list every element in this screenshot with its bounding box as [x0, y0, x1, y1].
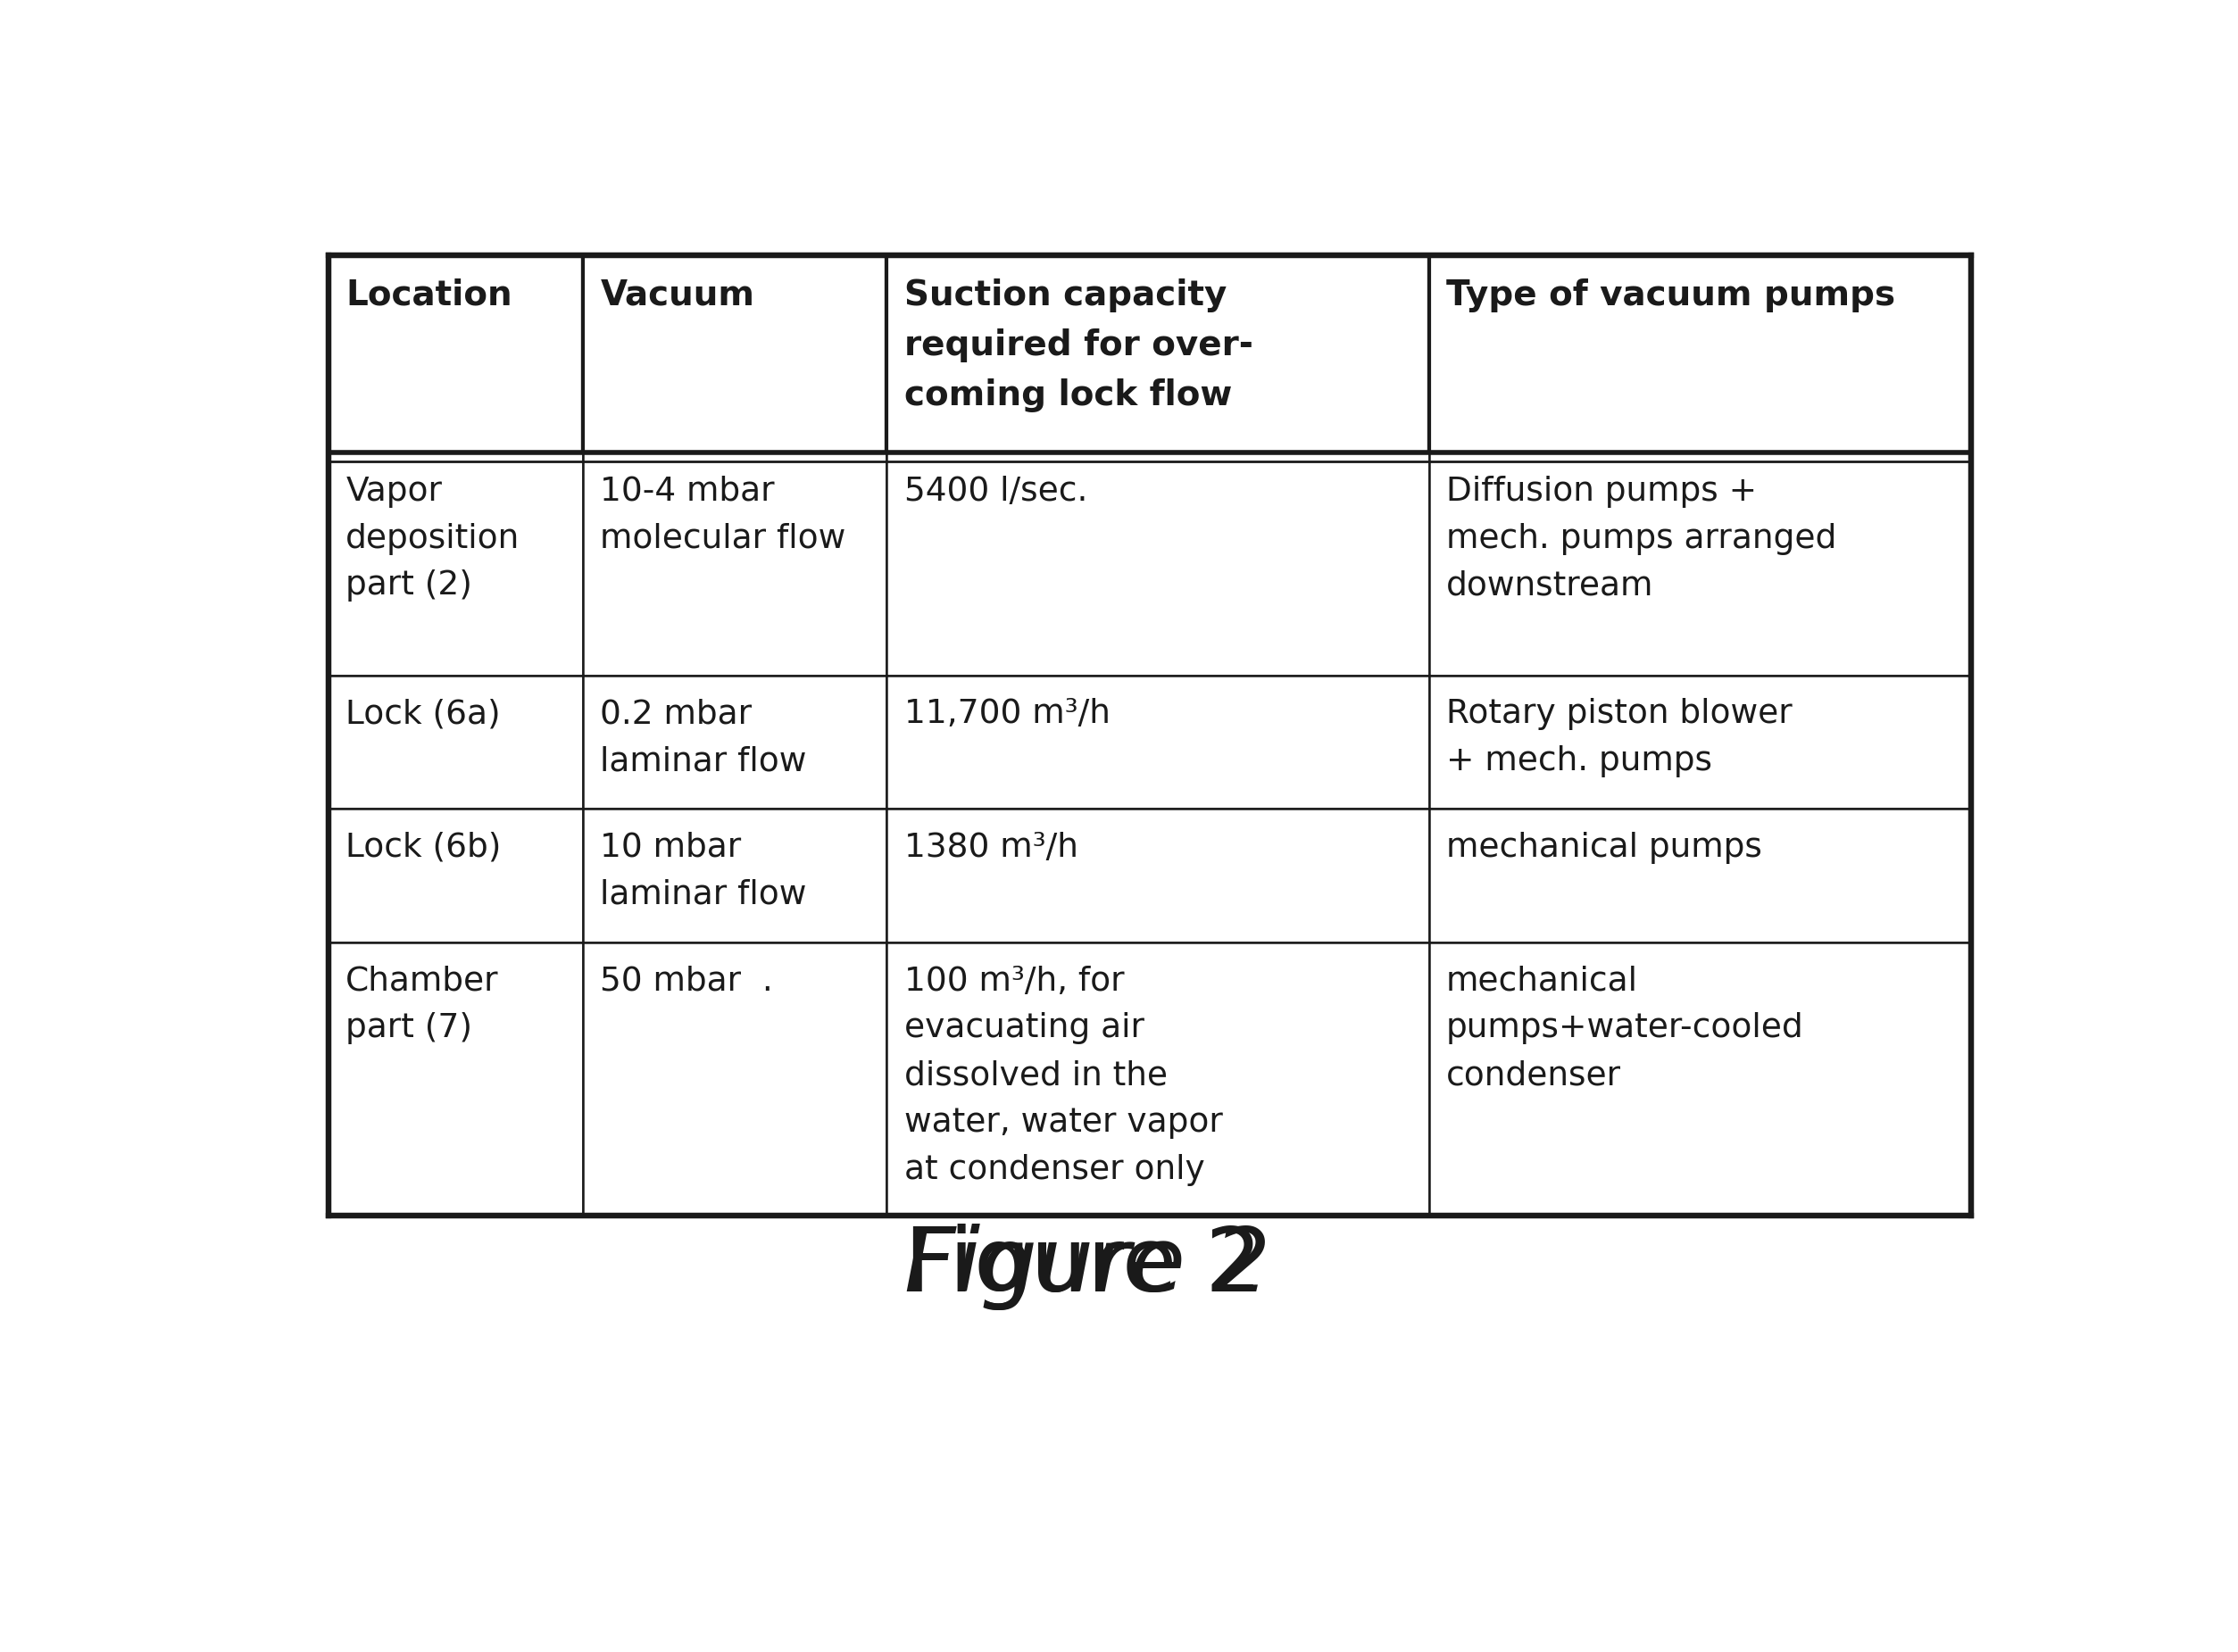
Bar	[1428, 256, 1972, 453]
Text: 10 mbar
laminar flow: 10 mbar laminar flow	[600, 831, 806, 910]
Bar	[886, 256, 1428, 453]
Text: 10-4 mbar
molecular flow: 10-4 mbar molecular flow	[600, 476, 846, 555]
Bar	[582, 809, 886, 942]
Bar	[886, 676, 1428, 809]
Text: mechanical
pumps+water-cooled
condenser: mechanical pumps+water-cooled condenser	[1446, 965, 1804, 1092]
Bar	[329, 453, 582, 676]
Bar	[582, 453, 886, 676]
Text: Location: Location	[345, 279, 513, 312]
Bar	[582, 676, 886, 809]
Bar	[329, 256, 1972, 1216]
Text: Figure 2: Figure 2	[904, 1224, 1262, 1310]
Text: Lock (6b): Lock (6b)	[345, 831, 501, 864]
Bar	[1428, 942, 1972, 1216]
Text: 50 mbar  .: 50 mbar .	[600, 965, 772, 998]
Bar	[1428, 809, 1972, 942]
Text: Rotary piston blower
+ mech. pumps: Rotary piston blower + mech. pumps	[1446, 699, 1793, 778]
Bar	[582, 942, 886, 1216]
Text: Figure 2: Figure 2	[904, 1224, 1271, 1310]
Text: mechanical pumps: mechanical pumps	[1446, 831, 1761, 864]
Bar	[329, 809, 582, 942]
Text: 5400 l/sec.: 5400 l/sec.	[904, 476, 1088, 507]
Text: Type of vacuum pumps: Type of vacuum pumps	[1446, 279, 1896, 312]
Bar	[329, 256, 582, 453]
Text: Chamber
part (7): Chamber part (7)	[345, 965, 499, 1044]
Text: Lock (6a): Lock (6a)	[345, 699, 501, 730]
Text: Vacuum: Vacuum	[600, 279, 754, 312]
Text: 100 m³/h, for
evacuating air
dissolved in the
water, water vapor
at condenser on: 100 m³/h, for evacuating air dissolved i…	[904, 965, 1222, 1186]
Bar	[886, 809, 1428, 942]
Bar	[582, 256, 886, 453]
Bar	[886, 453, 1428, 676]
Text: Diffusion pumps +
mech. pumps arranged
downstream: Diffusion pumps + mech. pumps arranged d…	[1446, 476, 1837, 601]
Bar	[1428, 676, 1972, 809]
Bar	[329, 942, 582, 1216]
Text: 1380 m³/h: 1380 m³/h	[904, 831, 1079, 864]
Text: 0.2 mbar
laminar flow: 0.2 mbar laminar flow	[600, 699, 806, 778]
Bar	[329, 676, 582, 809]
Bar	[886, 942, 1428, 1216]
Text: 11,700 m³/h: 11,700 m³/h	[904, 699, 1110, 730]
Text: Vapor
deposition
part (2): Vapor deposition part (2)	[345, 476, 519, 601]
Text: Suction capacity
required for over-
coming lock flow: Suction capacity required for over- comi…	[904, 279, 1253, 413]
Bar	[1428, 453, 1972, 676]
